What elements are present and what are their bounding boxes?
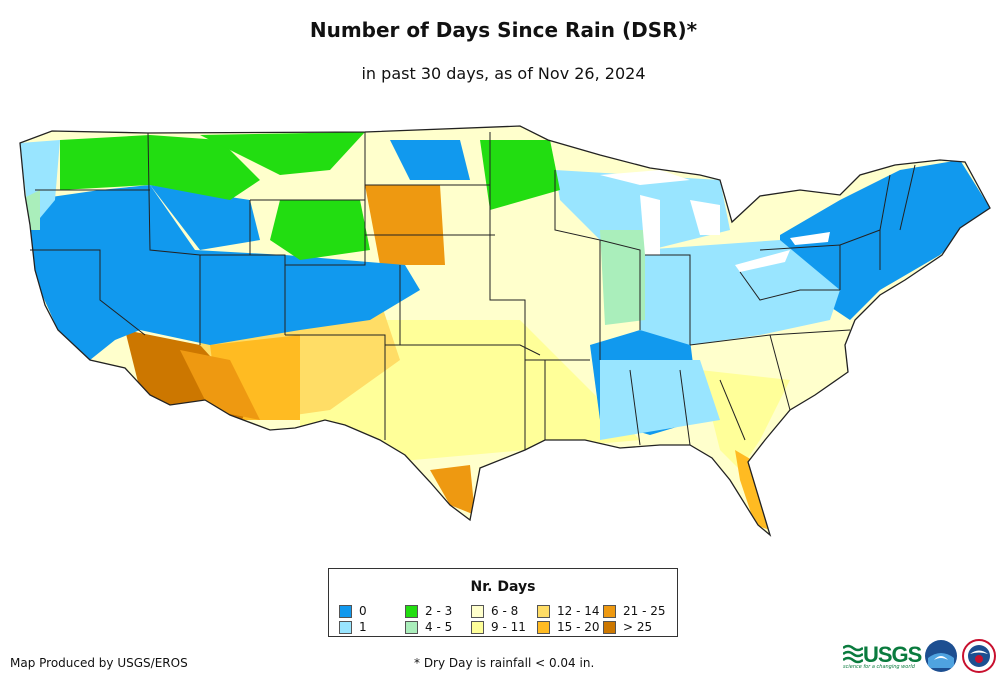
- legend-item: 12 - 14: [537, 603, 603, 619]
- legend-item: 6 - 8: [471, 603, 537, 619]
- usgs-logo-icon: USGS science for a changing world: [843, 640, 922, 670]
- map-subtitle: in past 30 days, as of Nov 26, 2024: [361, 64, 646, 83]
- legend-label: 12 - 14: [557, 604, 600, 618]
- legend-item: > 25: [603, 619, 669, 635]
- legend-swatch: [537, 604, 550, 618]
- legend-swatch: [537, 620, 550, 634]
- legend-swatch: [471, 620, 484, 634]
- legend-item: 1: [339, 619, 405, 635]
- legend-item: 15 - 20: [537, 619, 603, 635]
- legend-label: 6 - 8: [491, 604, 519, 618]
- noaa-emblem-icon: [926, 641, 956, 671]
- nws-emblem-icon: [968, 645, 990, 667]
- usgs-tagline: science for a changing world: [843, 664, 915, 670]
- legend-label: 21 - 25: [623, 604, 666, 618]
- legend-label: 0: [359, 604, 367, 618]
- legend-swatch: [471, 604, 484, 618]
- dry-day-footnote: * Dry Day is rainfall < 0.04 in.: [414, 656, 595, 670]
- legend-item: 0: [339, 603, 405, 619]
- map-title: Number of Days Since Rain (DSR)*: [309, 18, 698, 42]
- state-boundaries: [19, 125, 991, 537]
- legend-label: 2 - 3: [425, 604, 453, 618]
- legend-label: 9 - 11: [491, 620, 526, 634]
- dsr-shading: [20, 126, 990, 535]
- legend-label: 4 - 5: [425, 620, 453, 634]
- legend-swatch: [603, 604, 616, 618]
- legend-item: 9 - 11: [471, 619, 537, 635]
- nws-logo-icon: [962, 639, 996, 673]
- legend-swatch: [405, 604, 418, 618]
- usgs-wave-icon: [843, 644, 863, 664]
- legend-item: 4 - 5: [405, 619, 471, 635]
- legend-swatch: [405, 620, 418, 634]
- legend-swatch: [603, 620, 616, 634]
- legend-label: > 25: [623, 620, 653, 634]
- noaa-logo-icon: [925, 640, 957, 672]
- legend-swatch: [339, 604, 352, 618]
- legend-item: 21 - 25: [603, 603, 669, 619]
- legend-title: Nr. Days: [470, 579, 536, 595]
- legend-swatch: [339, 620, 352, 634]
- legend-label: 1: [359, 620, 367, 634]
- legend-item: 2 - 3: [405, 603, 471, 619]
- usgs-wordmark: USGS: [863, 642, 922, 667]
- legend-label: 15 - 20: [557, 620, 600, 634]
- map-producer-credit: Map Produced by USGS/EROS: [10, 656, 188, 670]
- legend-grid: 0 1 2 - 3 4 - 5 6 - 8 9 - 11: [339, 603, 669, 635]
- map-legend: Nr. Days 0 1 2 - 3 4 - 5 6 - 8: [328, 568, 678, 637]
